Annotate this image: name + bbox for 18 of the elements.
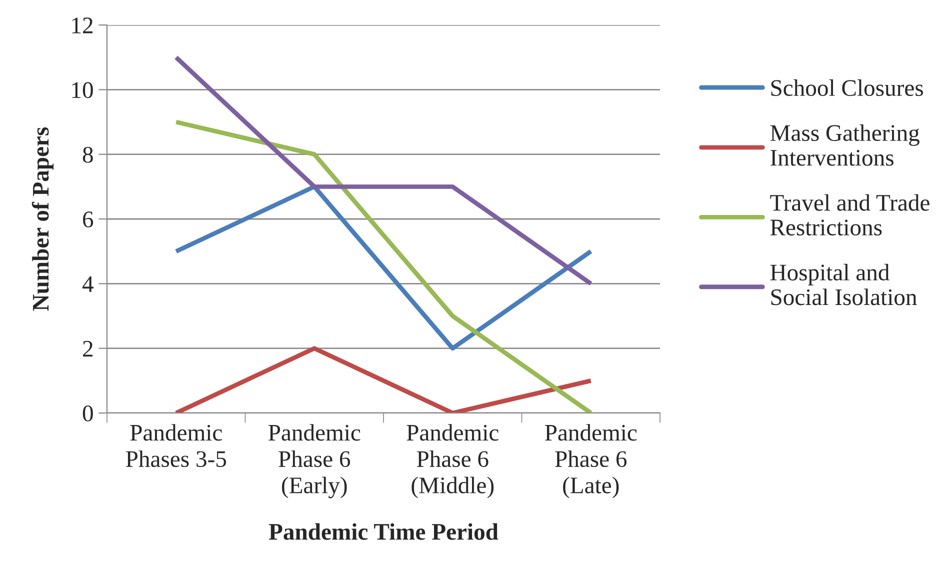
x-tick-label: Pandemic Phase 6 (Late) bbox=[545, 424, 637, 498]
x-tick-label: Pandemic Phase 6 (Middle) bbox=[406, 424, 498, 498]
y-axis-title: Number of Papers bbox=[32, 127, 54, 311]
legend-label: School Closures bbox=[771, 79, 923, 96]
legend-label: Hospital and Social Isolation bbox=[770, 264, 917, 306]
y-tick-label: 6 bbox=[83, 212, 94, 228]
legend-label: Mass Gathering Interventions bbox=[770, 124, 920, 166]
y-tick-label: 2 bbox=[83, 340, 93, 357]
x-tick-label: Pandemic Phase 6 (Early) bbox=[268, 424, 360, 498]
y-tick-label: 10 bbox=[72, 82, 93, 98]
y-tick-label: 0 bbox=[82, 405, 93, 422]
y-tick-label: 12 bbox=[72, 18, 93, 34]
x-tick-label: Pandemic Phases 3-5 bbox=[126, 424, 226, 468]
y-tick-label: 8 bbox=[82, 146, 93, 163]
line-series bbox=[174, 120, 594, 413]
legend-label: Travel and Trade Restrictions bbox=[770, 194, 930, 236]
x-axis-title: Pandemic Time Period bbox=[268, 523, 498, 540]
y-tick-label: 4 bbox=[82, 276, 94, 292]
